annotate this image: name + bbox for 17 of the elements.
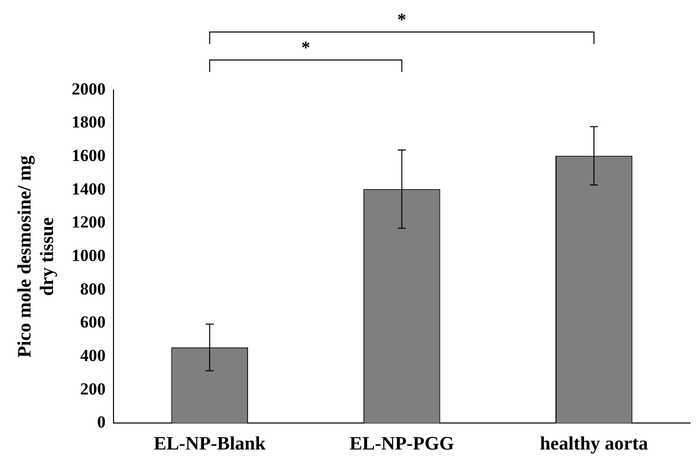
y-tick-label: 2000 xyxy=(72,79,106,98)
text: * xyxy=(397,10,406,30)
x-tick-label: EL-NP-PGG xyxy=(350,434,454,455)
y-tick-label: 0 xyxy=(97,412,106,432)
y-tick-label: 1600 xyxy=(72,146,106,166)
y-tick-label: 800 xyxy=(80,279,106,298)
y-tick-label: 600 xyxy=(80,312,106,332)
y-tick-label: 1800 xyxy=(72,112,106,132)
y-tick-label: 1000 xyxy=(72,246,106,265)
y-tick-label: 1400 xyxy=(72,179,106,198)
text: * xyxy=(301,38,310,58)
y-tick-label: 400 xyxy=(80,346,106,365)
y-axis-title: Pico mole desmosine/ mg dry tissue xyxy=(14,155,58,358)
x-tick-label: healthy aorta xyxy=(540,434,649,455)
y-tick-label: 1200 xyxy=(72,212,106,232)
y-tick-label: 200 xyxy=(80,379,106,398)
x-tick-label: EL-NP-Blank xyxy=(154,434,266,455)
